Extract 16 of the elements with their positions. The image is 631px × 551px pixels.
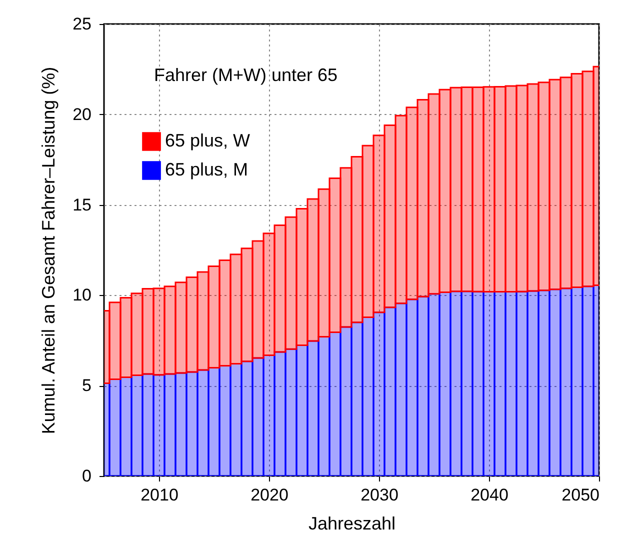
y-tick-label: 15 bbox=[72, 195, 92, 214]
y-axis-title: Kumul. Anteil an Gesamt Fahrer–Leistung (%) bbox=[38, 66, 59, 434]
x-tick-label: 2040 bbox=[470, 486, 508, 504]
legend-label: 65 plus, M bbox=[165, 160, 248, 180]
y-tick-label: 20 bbox=[72, 104, 92, 124]
y-tick-label: 25 bbox=[72, 14, 92, 34]
y-tick-label: 5 bbox=[82, 376, 92, 396]
legend-label: 65 plus, W bbox=[165, 130, 250, 150]
x-tick-label: 2010 bbox=[140, 486, 178, 504]
y-tick-label: 0 bbox=[82, 466, 92, 486]
x-tick-label: 2050 bbox=[562, 486, 600, 504]
x-tick-label: 2030 bbox=[360, 486, 398, 504]
x-tick-label: 2020 bbox=[250, 486, 288, 504]
annotation: Fahrer (M+W) unter 65 bbox=[154, 65, 338, 85]
x-axis-title: Jahreszahl bbox=[308, 514, 396, 534]
y-tick-label: 10 bbox=[72, 286, 92, 305]
